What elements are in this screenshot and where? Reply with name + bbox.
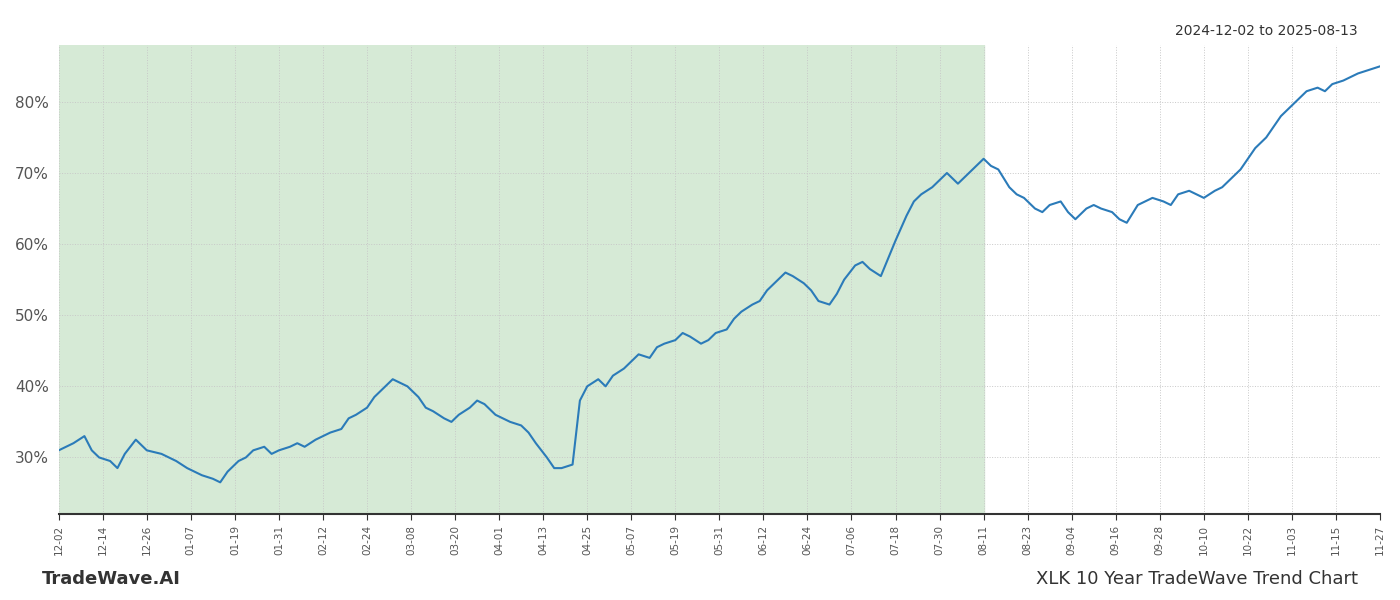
Text: TradeWave.AI: TradeWave.AI bbox=[42, 570, 181, 588]
Bar bbox=[59, 45, 984, 514]
Text: XLK 10 Year TradeWave Trend Chart: XLK 10 Year TradeWave Trend Chart bbox=[1036, 570, 1358, 588]
Text: 2024-12-02 to 2025-08-13: 2024-12-02 to 2025-08-13 bbox=[1176, 24, 1358, 38]
